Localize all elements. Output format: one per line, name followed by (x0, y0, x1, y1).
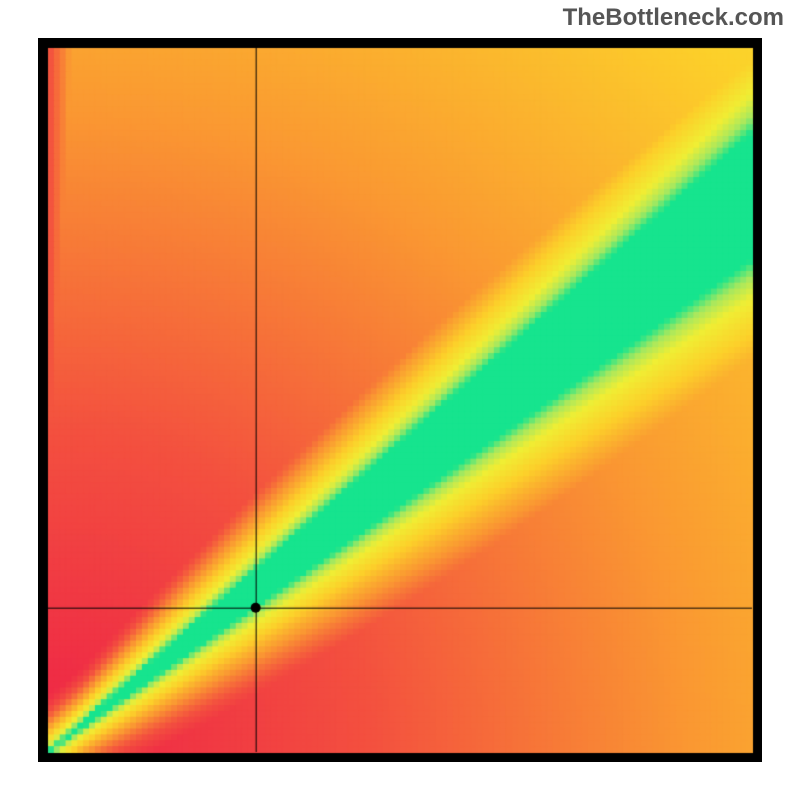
chart-container: TheBottleneck.com (0, 0, 800, 800)
watermark-text: TheBottleneck.com (563, 4, 784, 32)
bottleneck-heatmap (38, 38, 762, 762)
heatmap-canvas (38, 38, 762, 762)
